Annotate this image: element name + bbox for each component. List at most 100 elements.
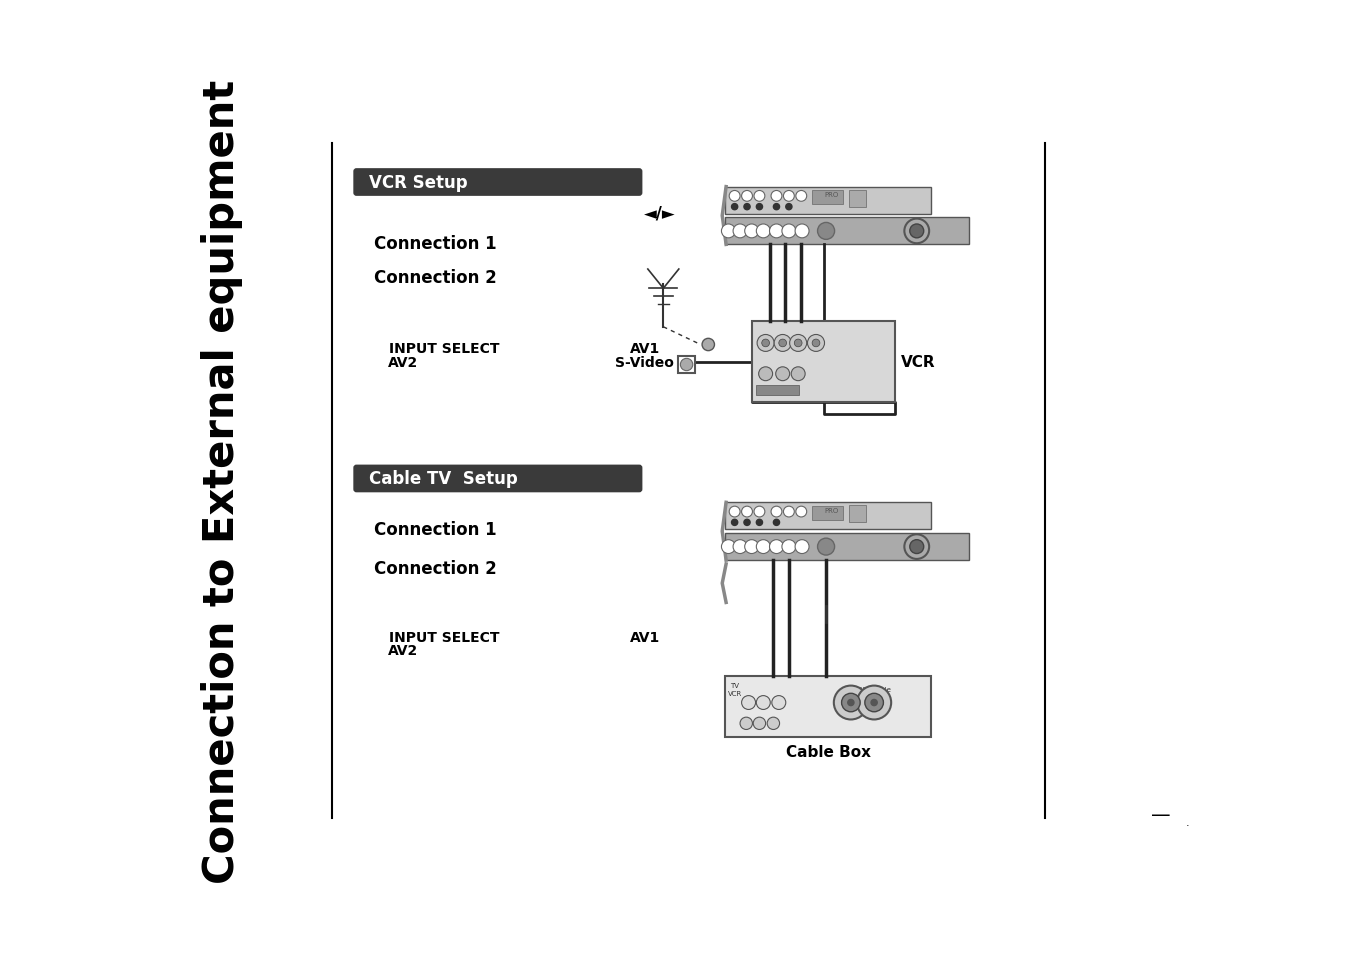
Circle shape: [871, 700, 877, 706]
Bar: [725, 676, 931, 738]
Circle shape: [794, 339, 802, 348]
Circle shape: [796, 540, 809, 554]
Bar: [812, 507, 843, 520]
Text: AV2: AV2: [388, 643, 417, 658]
Circle shape: [904, 535, 929, 559]
Circle shape: [808, 335, 824, 352]
Circle shape: [757, 204, 762, 211]
Text: INPUT SELECT: INPUT SELECT: [389, 631, 500, 644]
Text: VCR: VCR: [901, 355, 936, 370]
Circle shape: [812, 339, 820, 348]
Text: S-Video: S-Video: [615, 355, 674, 370]
FancyBboxPatch shape: [354, 465, 642, 493]
Circle shape: [784, 192, 794, 202]
Circle shape: [770, 540, 784, 554]
Circle shape: [771, 696, 786, 710]
Circle shape: [848, 700, 854, 706]
Circle shape: [681, 359, 693, 372]
Circle shape: [817, 223, 835, 240]
Bar: [850, 191, 866, 208]
Text: Connection 2: Connection 2: [374, 559, 497, 578]
Bar: [678, 356, 696, 374]
Text: TV: TV: [730, 682, 739, 688]
Circle shape: [784, 507, 794, 517]
Text: AV2: AV2: [388, 355, 417, 370]
Circle shape: [817, 538, 835, 556]
Circle shape: [796, 507, 807, 517]
Bar: [725, 188, 931, 214]
Circle shape: [771, 192, 782, 202]
FancyBboxPatch shape: [354, 169, 642, 196]
Bar: [757, 385, 798, 395]
Text: Connection 2: Connection 2: [374, 269, 497, 287]
Bar: [725, 503, 931, 530]
Circle shape: [796, 225, 809, 238]
Text: ◄/►: ◄/►: [644, 204, 676, 222]
Circle shape: [731, 519, 738, 526]
Circle shape: [757, 540, 770, 554]
Text: Cable TV  Setup: Cable TV Setup: [369, 470, 517, 488]
Circle shape: [773, 519, 780, 526]
Text: Connection 1: Connection 1: [374, 234, 497, 253]
Circle shape: [757, 696, 770, 710]
Circle shape: [834, 686, 867, 720]
Text: Connection 1: Connection 1: [374, 520, 497, 538]
Bar: [725, 218, 970, 245]
Circle shape: [774, 335, 792, 352]
Circle shape: [742, 192, 753, 202]
Circle shape: [742, 696, 755, 710]
Circle shape: [744, 204, 750, 211]
Circle shape: [865, 694, 884, 712]
Circle shape: [744, 225, 759, 238]
Text: RF  Cable: RF Cable: [858, 687, 890, 693]
Circle shape: [792, 368, 805, 381]
Text: AV1: AV1: [630, 631, 659, 644]
Circle shape: [721, 225, 735, 238]
Text: PRO: PRO: [824, 193, 839, 198]
Circle shape: [730, 507, 740, 517]
Bar: [751, 322, 896, 403]
Circle shape: [757, 335, 774, 352]
Circle shape: [775, 368, 789, 381]
Circle shape: [754, 507, 765, 517]
Text: PRO: PRO: [824, 508, 839, 514]
Circle shape: [771, 507, 782, 517]
Text: .: .: [1186, 817, 1190, 827]
Text: VCR: VCR: [727, 690, 742, 696]
Bar: [850, 506, 866, 523]
Circle shape: [796, 192, 807, 202]
Circle shape: [742, 507, 753, 517]
Circle shape: [721, 540, 735, 554]
Circle shape: [731, 204, 738, 211]
Circle shape: [744, 519, 750, 526]
Circle shape: [773, 204, 780, 211]
Circle shape: [744, 540, 759, 554]
Circle shape: [734, 540, 747, 554]
Text: —: —: [1151, 805, 1171, 823]
Circle shape: [770, 225, 784, 238]
Circle shape: [767, 718, 780, 730]
Circle shape: [778, 339, 786, 348]
Text: AV1: AV1: [630, 342, 659, 356]
Circle shape: [782, 225, 796, 238]
Circle shape: [789, 335, 807, 352]
Circle shape: [904, 219, 929, 244]
Circle shape: [857, 686, 892, 720]
Circle shape: [703, 339, 715, 352]
Circle shape: [754, 192, 765, 202]
Text: VCR Setup: VCR Setup: [369, 173, 467, 192]
Circle shape: [909, 225, 924, 238]
Text: INPUT SELECT: INPUT SELECT: [389, 342, 500, 356]
Circle shape: [754, 718, 766, 730]
Circle shape: [782, 540, 796, 554]
Circle shape: [757, 225, 770, 238]
Text: Connection to External equipment: Connection to External equipment: [200, 79, 243, 883]
Bar: [812, 192, 843, 205]
Circle shape: [759, 368, 773, 381]
Circle shape: [757, 519, 762, 526]
Circle shape: [730, 192, 740, 202]
Circle shape: [786, 204, 792, 211]
Bar: [725, 534, 970, 560]
Circle shape: [762, 339, 770, 348]
Circle shape: [740, 718, 753, 730]
